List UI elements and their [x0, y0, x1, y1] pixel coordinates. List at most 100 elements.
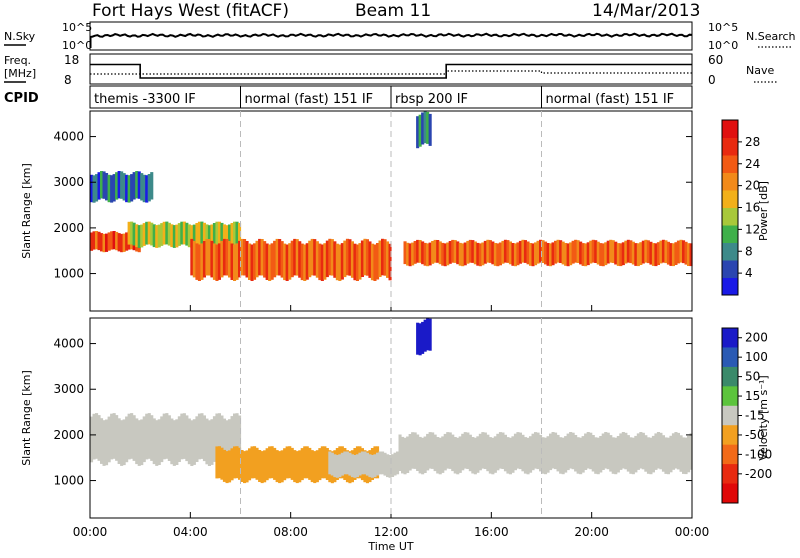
heatmap-cell	[526, 241, 530, 265]
heatmap-cell	[476, 242, 480, 266]
cpid-label: CPID	[4, 91, 39, 106]
heatmap-cell	[160, 223, 164, 246]
power-scale-label: Power [dB]	[757, 181, 770, 241]
heatmap-cell	[283, 448, 287, 481]
heatmap-cell	[476, 436, 480, 473]
heatmap-cell	[330, 239, 334, 276]
beam-label: Beam 11	[355, 1, 431, 21]
heatmap-cell	[508, 437, 512, 475]
heatmap-cell	[488, 437, 492, 474]
heatmap-cell	[365, 452, 369, 476]
freq-tick-low: 8	[64, 73, 72, 87]
heatmap-cell	[416, 116, 420, 149]
heatmap-cell	[584, 433, 588, 470]
heatmap-cell	[135, 171, 139, 199]
heatmap-cell	[343, 240, 347, 278]
heatmap-cell	[656, 432, 660, 469]
heatmap-cell	[569, 432, 573, 469]
heatmap-cell	[102, 233, 106, 253]
heatmap-cell	[107, 416, 111, 463]
heatmap-cell	[190, 225, 194, 248]
heatmap-cell	[581, 243, 585, 266]
heatmap-cell	[428, 242, 432, 266]
heatmap-cell	[373, 244, 377, 281]
heatmap-cell	[270, 446, 274, 479]
heatmap-cell	[217, 413, 221, 459]
heatmap-cell	[335, 243, 339, 281]
heatmap-cell	[370, 455, 374, 478]
heatmap-cell	[345, 451, 349, 475]
nave-label: Nave	[746, 64, 774, 77]
heatmap-cell	[200, 243, 204, 280]
heatmap-cell	[571, 240, 575, 264]
heatmap-cell	[273, 447, 277, 480]
heatmap-cell	[313, 451, 317, 484]
heatmap-cell	[333, 454, 337, 478]
heatmap-cell	[486, 239, 490, 263]
heatmap-cell	[438, 437, 442, 475]
heatmap-cell	[140, 419, 144, 466]
heatmap-cell	[205, 418, 209, 465]
heatmap-cell	[684, 241, 688, 265]
heatmap-cell	[636, 243, 640, 267]
heatmap-cell	[674, 242, 678, 265]
heatmap-cell	[682, 437, 686, 474]
heatmap-cell	[596, 241, 600, 265]
heatmap-cell	[526, 437, 530, 475]
heatmap-cell	[433, 239, 437, 263]
heatmap-cell	[152, 224, 156, 248]
velocity-colorbar-swatch	[722, 328, 738, 348]
heatmap-cell	[97, 172, 101, 200]
heatmap-cell	[539, 434, 543, 472]
heatmap-cell	[233, 413, 237, 460]
heatmap-cell	[197, 244, 201, 281]
heatmap-cell	[523, 437, 527, 474]
power-colorbar-swatch	[722, 172, 738, 191]
heatmap-cell	[554, 432, 558, 470]
heatmap-cell	[654, 243, 658, 267]
heatmap-cell	[348, 452, 352, 476]
heatmap-cell	[629, 240, 633, 264]
x-tick-label: 08:00	[273, 525, 308, 539]
velocity-scale-label: Velocity [m s⁻¹]	[757, 375, 770, 460]
heatmap-cell	[175, 419, 179, 465]
heatmap-cell	[498, 432, 502, 469]
heatmap-cell	[446, 242, 450, 266]
heatmap-cell	[461, 433, 465, 471]
heatmap-cell	[137, 171, 141, 199]
heatmap-cell	[541, 437, 545, 474]
heatmap-cell	[481, 242, 485, 266]
heatmap-cell	[215, 446, 219, 479]
heatmap-cell	[328, 451, 332, 475]
heatmap-cell	[233, 221, 237, 245]
heatmap-cell	[579, 241, 583, 265]
heatmap-cell	[491, 437, 495, 475]
heatmap-cell	[90, 416, 94, 463]
heatmap-cell	[320, 244, 324, 281]
heatmap-cell	[243, 451, 247, 484]
velocity-colorbar-swatch	[722, 425, 738, 446]
heatmap-cell	[253, 446, 257, 479]
heatmap-cell	[207, 420, 211, 466]
heatmap-cell	[676, 432, 680, 470]
heatmap-cell	[253, 243, 257, 280]
y-tick-label: 4000	[53, 337, 84, 351]
heatmap-cell	[493, 436, 497, 473]
heatmap-cell	[217, 221, 221, 245]
heatmap-cell	[609, 239, 613, 263]
heatmap-cell	[436, 240, 440, 263]
heatmap-cell	[300, 448, 304, 481]
heatmap-cell	[388, 243, 392, 281]
heatmap-cell	[441, 242, 445, 266]
heatmap-cell	[195, 243, 199, 280]
heatmap-cell	[92, 231, 96, 250]
heatmap-cell	[228, 450, 232, 483]
heatmap-cell	[117, 418, 121, 464]
heatmap-cell	[428, 113, 432, 146]
heatmap-cell	[473, 241, 477, 265]
heatmap-cell	[443, 433, 447, 471]
heatmap-cell	[145, 221, 149, 245]
heatmap-cell	[142, 223, 146, 246]
heatmap-cell	[544, 437, 548, 475]
heatmap-cell	[92, 413, 96, 460]
